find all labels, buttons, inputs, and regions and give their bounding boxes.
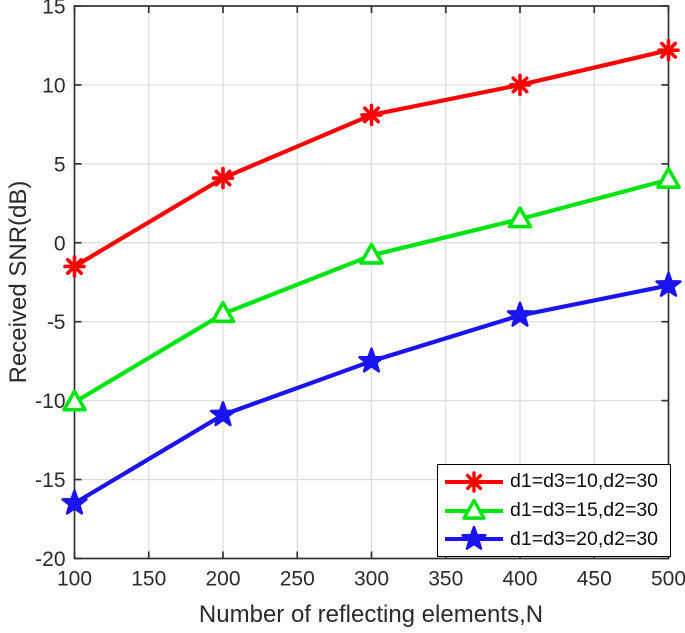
x-tick-label: 100 (57, 568, 92, 591)
star-marker (655, 271, 682, 297)
y-tick-label: 15 (42, 0, 65, 19)
legend-sample-blue-star (445, 526, 503, 551)
x-tick-label: 250 (280, 568, 315, 591)
triangle-marker (462, 498, 486, 520)
legend-item-0: d1=d3=10,d2=30 (443, 468, 670, 496)
triangle-marker (62, 389, 87, 412)
y-axis-label: Received SNR(dB) (5, 180, 32, 384)
star-marker (358, 347, 385, 373)
asterisk-marker (211, 166, 235, 190)
x-tick-label: 300 (354, 568, 389, 591)
y-tick-label: 5 (54, 153, 66, 176)
y-tick-label: 10 (42, 74, 65, 97)
legend-sample-red-asterisk (445, 471, 503, 493)
y-tick-label: -20 (35, 548, 65, 571)
legend: d1=d3=10,d2=30 d1=d3=15,d2=30 d1=d3=20,d… (437, 464, 671, 557)
x-tick-label: 150 (131, 568, 166, 591)
star-marker (209, 401, 237, 427)
y-tick-label: -5 (47, 311, 66, 334)
legend-label-0: d1=d3=10,d2=30 (510, 470, 659, 493)
asterisk-marker (508, 73, 532, 97)
y-tick-label: 0 (54, 232, 66, 255)
x-tick-label: 400 (502, 568, 537, 591)
asterisk-marker (657, 38, 680, 62)
legend-item-2: d1=d3=20,d2=30 (443, 525, 670, 553)
legend-item-1: d1=d3=15,d2=30 (443, 497, 670, 525)
star-marker (461, 526, 487, 551)
asterisk-marker (63, 255, 86, 278)
star-marker (506, 301, 534, 327)
star-marker (61, 489, 88, 515)
triangle-marker (507, 206, 533, 229)
triangle-marker (359, 242, 384, 265)
y-tick-label: -10 (35, 390, 65, 413)
y-tick-label: -15 (35, 469, 65, 492)
x-tick-label: 350 (428, 568, 463, 591)
x-tick-label: 450 (577, 568, 612, 591)
triangle-marker (210, 301, 236, 324)
legend-label-1: d1=d3=15,d2=30 (510, 499, 659, 521)
asterisk-marker (463, 471, 485, 493)
triangle-marker (656, 166, 681, 189)
x-tick-label: 200 (205, 568, 240, 591)
asterisk-marker (360, 103, 383, 127)
legend-label-2: d1=d3=20,d2=30 (510, 527, 659, 550)
x-axis-label: Number of reflecting elements,N (198, 601, 544, 628)
x-tick-label: 500 (651, 568, 685, 591)
legend-sample-green-triangle (445, 498, 503, 520)
